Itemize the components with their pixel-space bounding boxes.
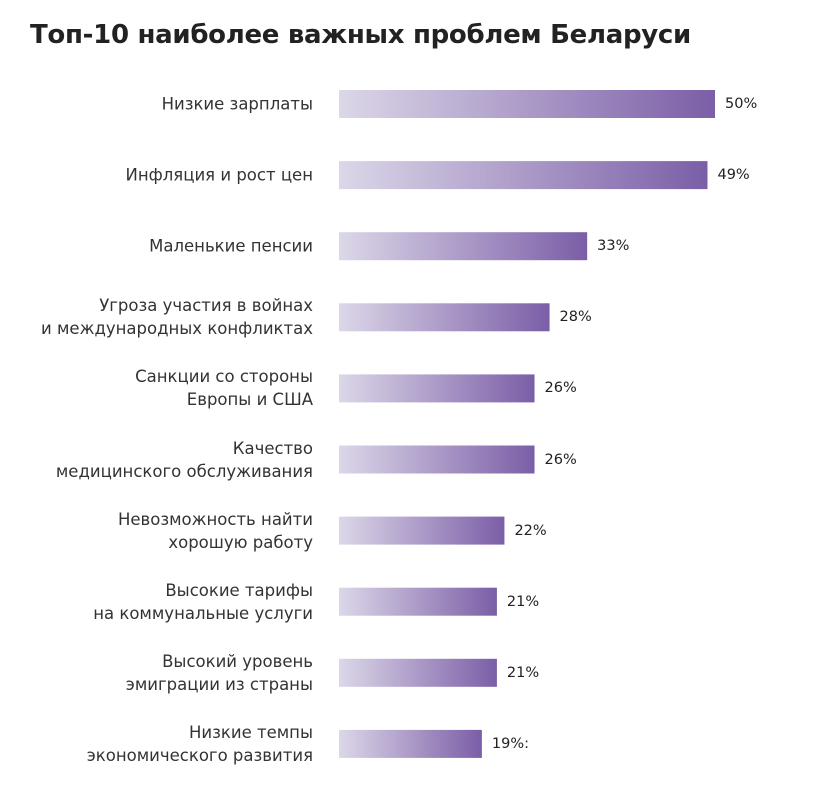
value-label: 22%: [514, 522, 547, 539]
bar: [339, 303, 550, 332]
bar: [339, 90, 715, 118]
category-label: Высокий уровень эмиграции из страны: [125, 651, 313, 694]
value-label: 19%:: [491, 735, 529, 752]
value-label: 28%: [559, 309, 592, 326]
bar: [339, 374, 535, 403]
bar: [339, 161, 708, 190]
category-label: Высокие тарифы на коммунальные услуги: [93, 580, 313, 623]
chart-title: Топ-10 наиболее важных проблем Беларуси: [30, 20, 691, 50]
value-label: 26%: [544, 380, 577, 397]
bar: [339, 232, 588, 261]
category-label: Инфляция и рост цен: [125, 165, 313, 185]
category-label: Угроза участия в войнах и международных …: [41, 296, 313, 339]
category-label: Невозможность найти хорошую работу: [117, 509, 313, 552]
bar: [339, 587, 497, 616]
category-label: Санкции со стороны Европы и США: [135, 367, 313, 410]
value-label: 26%: [544, 451, 577, 468]
bar: [339, 729, 482, 758]
category-label: Низкие темпы экономического развития: [86, 722, 313, 765]
bar: [339, 658, 497, 687]
category-label: Качество медицинского обслуживания: [55, 438, 313, 481]
bar: [339, 516, 505, 545]
category-label: Маленькие пенсии: [149, 236, 313, 256]
value-label: 50%: [725, 96, 758, 112]
value-label: 49%: [717, 167, 750, 184]
value-label: 33%: [597, 238, 630, 255]
value-label: 21%: [506, 593, 540, 610]
category-label: Низкие зарплаты: [161, 94, 313, 114]
value-label: 21%: [506, 664, 540, 681]
bar: [339, 445, 535, 474]
